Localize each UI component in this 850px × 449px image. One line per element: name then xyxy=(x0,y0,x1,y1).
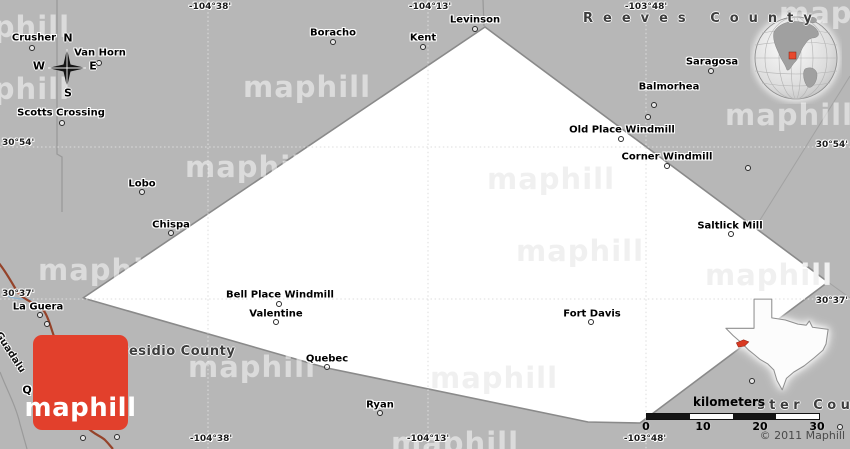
scale-tick-label: 10 xyxy=(695,420,711,433)
town-marker xyxy=(139,189,145,195)
town-marker xyxy=(618,136,624,142)
town-marker xyxy=(645,114,651,120)
compass-east-label: E xyxy=(89,59,97,73)
town-marker xyxy=(837,424,843,430)
place-label: Kent xyxy=(409,32,437,44)
town-marker xyxy=(749,378,755,384)
county-label-brewster: ster Count xyxy=(757,398,850,413)
place-label: Van Horn xyxy=(74,47,126,59)
town-marker xyxy=(377,410,383,416)
place-label: La Guera xyxy=(12,301,64,313)
town-marker xyxy=(273,319,279,325)
county-label-presidio: Presidio County xyxy=(112,344,236,359)
place-label: Fort Davis xyxy=(563,308,621,320)
town-marker xyxy=(745,165,751,171)
compass-west-label: W xyxy=(32,59,46,73)
coordinate-label: -104°13' xyxy=(406,434,450,444)
place-label: Quebec xyxy=(305,353,349,365)
place-label: Old Place Windmill xyxy=(569,124,675,136)
globe-locator-icon[interactable] xyxy=(750,12,842,104)
place-label: Crusher xyxy=(11,32,57,44)
maphill-logo[interactable]: maphill xyxy=(25,335,136,430)
place-label: Balmorhea xyxy=(638,81,700,93)
coordinate-label: 30°37' xyxy=(815,296,848,306)
county-line-west xyxy=(56,0,63,212)
scale-bar xyxy=(646,413,820,420)
scale-tick-label: 0 xyxy=(642,420,650,433)
place-label-partial: Q xyxy=(22,383,32,397)
county-line-northeast xyxy=(754,75,850,229)
town-marker xyxy=(324,364,330,370)
scale-tick-label: 30 xyxy=(809,420,825,433)
coordinate-label: -104°13' xyxy=(408,2,452,12)
town-marker xyxy=(168,230,174,236)
compass-south-label: S xyxy=(64,86,72,100)
place-label: Levinson xyxy=(449,14,501,26)
town-marker xyxy=(96,60,102,66)
coordinate-label: -104°38' xyxy=(188,2,232,12)
coordinate-label: -104°38' xyxy=(189,434,233,444)
coordinate-label: -103°48' xyxy=(623,434,667,444)
texas-county-highlight xyxy=(735,339,750,348)
town-marker xyxy=(664,163,670,169)
town-marker xyxy=(276,301,282,307)
town-marker xyxy=(59,120,65,126)
town-marker xyxy=(44,321,50,327)
county-line-southeast xyxy=(827,281,850,299)
place-label: Ryan xyxy=(366,399,394,411)
county-label-reeves: Reeves County xyxy=(583,11,822,26)
scale-tick-label: 20 xyxy=(752,420,768,433)
texas-locator-icon[interactable] xyxy=(718,297,836,393)
scale-unit-label: kilometers xyxy=(692,395,766,409)
town-marker xyxy=(472,26,478,32)
town-marker xyxy=(588,319,594,325)
compass-rose-icon xyxy=(48,49,86,87)
globe-landmass xyxy=(773,16,819,88)
place-label: Chispa xyxy=(152,219,190,231)
town-marker xyxy=(330,39,336,45)
county-line-southwest xyxy=(0,371,28,449)
place-label: Boracho xyxy=(309,27,357,39)
coordinate-label: -103°48' xyxy=(624,2,668,12)
place-label: Saragosa xyxy=(685,56,739,68)
globe-location-marker xyxy=(788,51,797,60)
town-marker xyxy=(651,102,657,108)
town-marker xyxy=(37,312,43,318)
place-label: Bell Place Windmill xyxy=(226,289,334,301)
place-label: Saltlick Mill xyxy=(697,220,763,232)
place-label: Corner Windmill xyxy=(621,151,713,163)
town-marker xyxy=(708,68,714,74)
creek-line xyxy=(7,295,32,301)
compass-north-label: N xyxy=(63,31,73,45)
place-label: Scotts Crossing xyxy=(17,107,105,119)
town-marker xyxy=(114,434,120,440)
town-marker xyxy=(80,435,86,441)
maphill-logo-text: maphill xyxy=(24,393,137,423)
town-marker xyxy=(420,44,426,50)
place-label: Lobo xyxy=(128,178,156,190)
copyright-notice: © 2011 Maphill xyxy=(759,429,845,442)
county-line-north xyxy=(482,0,485,27)
coordinate-label: 30°54' xyxy=(2,138,35,148)
coordinate-label: 30°37' xyxy=(2,289,35,299)
coordinate-label: 30°54' xyxy=(815,140,848,150)
town-marker xyxy=(29,45,35,51)
town-marker xyxy=(728,231,734,237)
place-label: Valentine xyxy=(249,308,303,320)
